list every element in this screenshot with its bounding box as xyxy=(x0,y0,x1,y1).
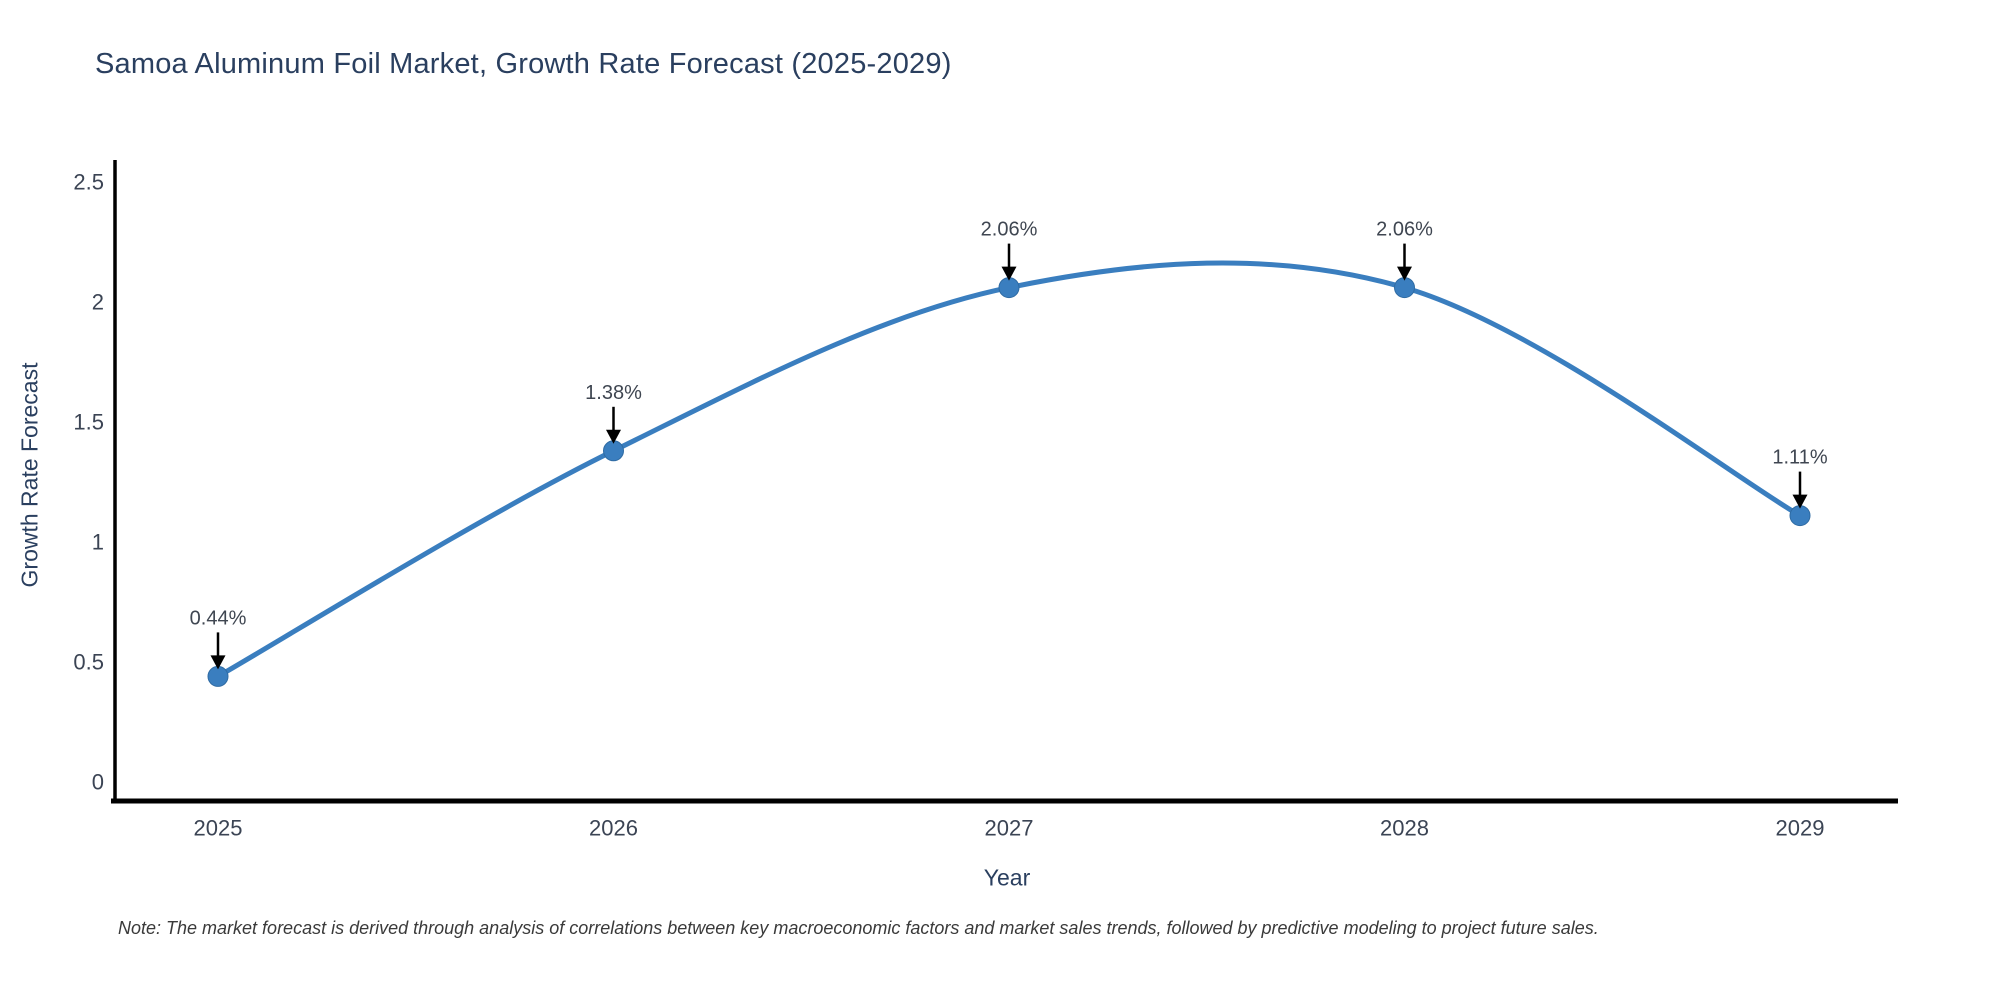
annotation-arrow-head xyxy=(1792,494,1808,509)
x-tick-label: 2029 xyxy=(1776,816,1825,841)
y-tick-label: 1 xyxy=(92,530,104,555)
x-tick-label: 2025 xyxy=(194,816,243,841)
point-annotation-label: 2.06% xyxy=(981,219,1038,241)
point-annotation-label: 0.44% xyxy=(190,607,247,629)
point-annotation-label: 1.11% xyxy=(1772,447,1827,469)
annotation-arrow-head xyxy=(210,655,226,670)
series-line xyxy=(215,260,1803,679)
x-tick-label: 2026 xyxy=(589,816,638,841)
point-annotation-label: 1.38% xyxy=(585,382,642,404)
y-tick-label: 0.5 xyxy=(73,650,104,675)
annotation-arrow-head xyxy=(1397,266,1412,281)
point-annotation-label: 2.06% xyxy=(1376,219,1433,241)
annotation-arrow-head xyxy=(606,429,621,444)
annotation-arrow-head xyxy=(1001,266,1017,281)
x-tick-label: 2028 xyxy=(1380,816,1429,841)
chart-footnote: Note: The market forecast is derived thr… xyxy=(118,918,1599,938)
x-axis-title: Year xyxy=(983,864,1031,891)
y-tick-label: 2.5 xyxy=(73,170,104,195)
chart-title: Samoa Aluminum Foil Market, Growth Rate … xyxy=(95,48,952,80)
y-tick-label: 2 xyxy=(92,290,104,315)
y-tick-label: 1.5 xyxy=(73,410,104,435)
x-tick-label: 2027 xyxy=(985,816,1034,841)
y-tick-label: 0 xyxy=(92,770,104,795)
